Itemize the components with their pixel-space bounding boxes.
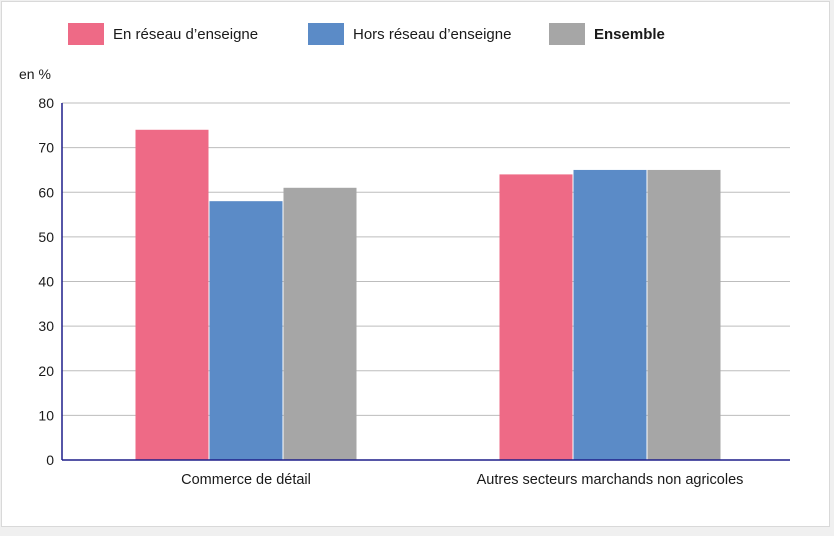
x-tick-label-category-1: Commerce de détail bbox=[181, 472, 311, 488]
legend-label-hors-reseau: Hors réseau d’enseigne bbox=[353, 25, 512, 43]
legend-item-ensemble: Ensemble bbox=[549, 22, 665, 46]
x-tick-label-category-2: Autres secteurs marchands non agricoles bbox=[477, 472, 744, 488]
legend-swatch-ensemble bbox=[549, 23, 585, 45]
legend-swatch-en-reseau bbox=[68, 23, 104, 45]
bar-1-category-1 bbox=[135, 129, 209, 460]
bar-3-category-1 bbox=[283, 187, 357, 460]
y-tick-label-80: 80 bbox=[38, 95, 54, 111]
y-tick-label-0: 0 bbox=[46, 452, 54, 468]
legend-label-ensemble: Ensemble bbox=[594, 25, 665, 43]
y-axis-unit-label: en % bbox=[19, 66, 51, 82]
y-tick-label-50: 50 bbox=[38, 229, 54, 245]
y-tick-label-70: 70 bbox=[38, 140, 54, 156]
y-tick-label-20: 20 bbox=[38, 363, 54, 379]
legend-item-en-reseau: En réseau d’enseigne bbox=[68, 22, 258, 46]
bar-3-category-2 bbox=[647, 169, 721, 460]
y-tick-label-10: 10 bbox=[38, 407, 54, 423]
legend-item-hors-reseau: Hors réseau d’enseigne bbox=[308, 22, 511, 46]
legend-swatch-hors-reseau bbox=[308, 23, 344, 45]
y-tick-label-30: 30 bbox=[38, 318, 54, 334]
y-tick-label-40: 40 bbox=[38, 274, 54, 290]
y-tick-label-60: 60 bbox=[38, 184, 54, 200]
bar-2-category-2 bbox=[573, 169, 647, 460]
bar-2-category-1 bbox=[209, 201, 283, 461]
bar-1-category-2 bbox=[499, 174, 573, 460]
chart-frame: En réseau d’enseigne Hors réseau d’ensei… bbox=[1, 1, 830, 527]
legend-label-en-reseau: En réseau d’enseigne bbox=[113, 25, 259, 43]
bar-chart: 0 10 20 30 40 50 60 70 80 Commerce de détail Autre… bbox=[38, 95, 790, 488]
